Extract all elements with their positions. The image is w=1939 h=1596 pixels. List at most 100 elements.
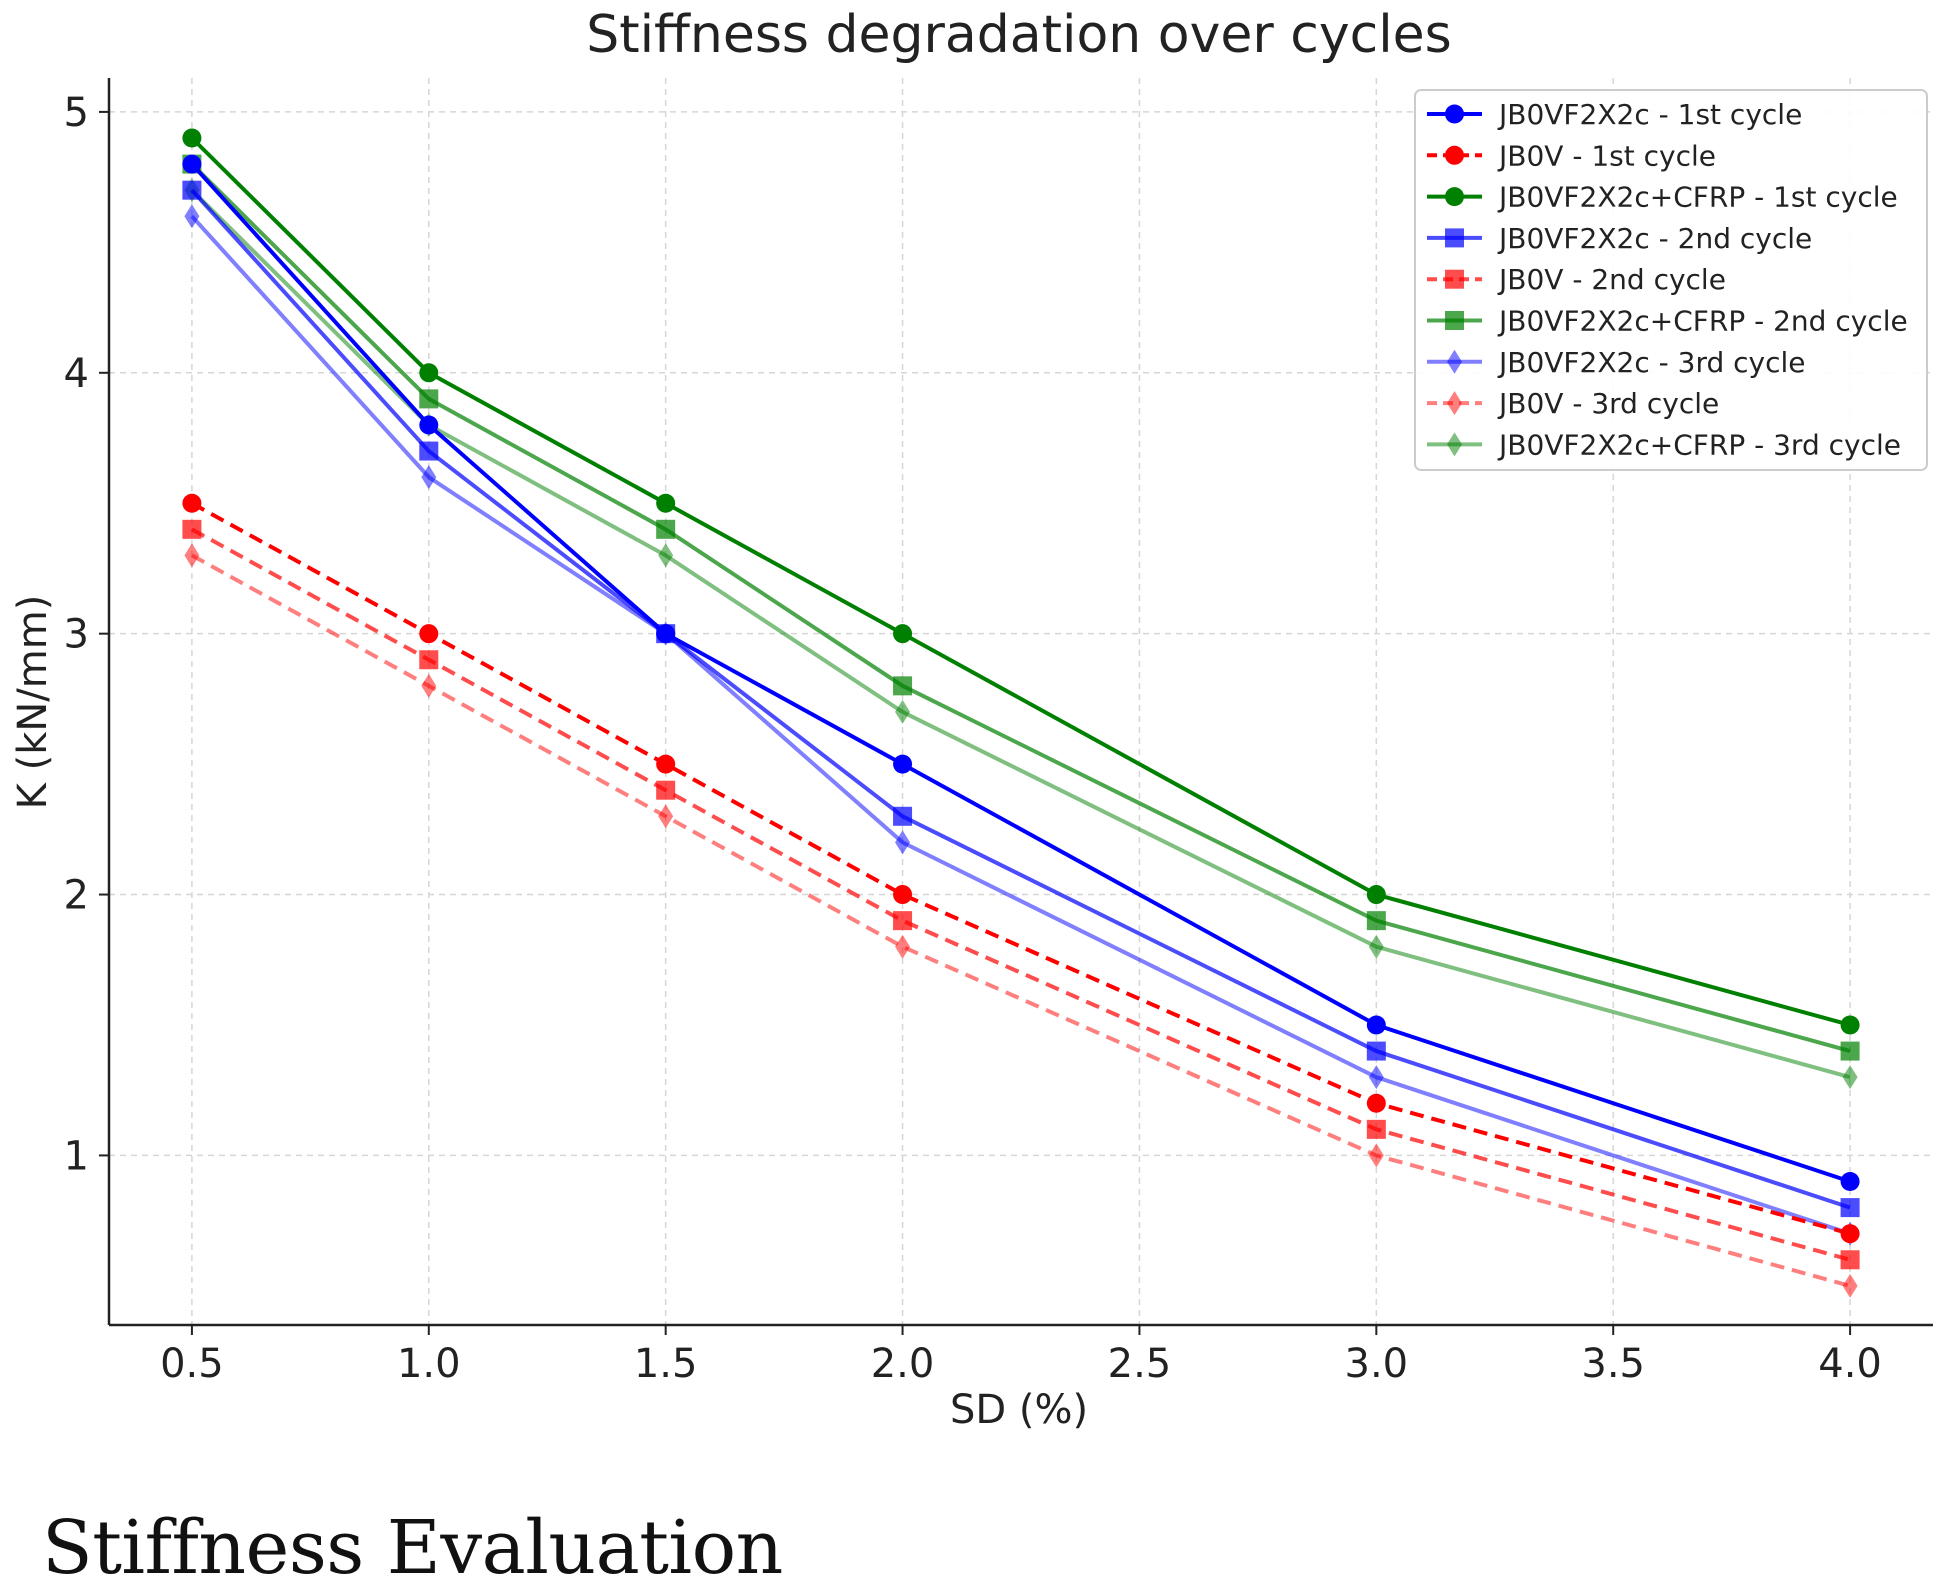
- data-point: [656, 754, 676, 774]
- data-point: [658, 804, 674, 829]
- data-point: [419, 441, 439, 461]
- data-point: [419, 389, 439, 409]
- data-point: [1840, 1041, 1860, 1061]
- y-tick-label: 3: [64, 612, 89, 658]
- data-point: [182, 128, 202, 148]
- series-line: [190, 501, 1851, 1236]
- series-line: [190, 162, 1851, 1054]
- data-point: [1366, 1093, 1386, 1113]
- x-axis-label: SD (%): [950, 1387, 1088, 1433]
- legend-label: JB0VF2X2c - 2nd cycle: [1497, 222, 1812, 255]
- legend-marker: [1447, 349, 1462, 374]
- data-point: [1840, 1172, 1860, 1192]
- series-8: [184, 178, 1858, 1090]
- x-tick-label: 2.0: [871, 1341, 935, 1387]
- series-line: [190, 188, 1851, 1210]
- ticks: 0.5 1.0 1.5 2.0 2.5 3.0 3.5 4.0 1 2 3 4 5: [64, 90, 1882, 1387]
- data-point: [1840, 1015, 1860, 1035]
- legend-label: JB0VF2X2c - 1st cycle: [1497, 98, 1802, 131]
- x-tick-label: 1.0: [397, 1341, 461, 1387]
- data-point: [656, 493, 676, 513]
- legend-item: JB0V - 2nd cycle: [1427, 263, 1726, 296]
- x-tick-label: 3.0: [1345, 1341, 1409, 1387]
- data-point: [893, 911, 913, 931]
- legend-item: JB0VF2X2c - 1st cycle: [1427, 98, 1802, 131]
- axes: [107, 78, 1933, 1327]
- data-point: [1366, 1015, 1386, 1035]
- legend-label: JB0VF2X2c+CFRP - 3rd cycle: [1497, 428, 1901, 461]
- data-point: [1368, 934, 1384, 959]
- data-point: [182, 180, 202, 200]
- data-point: [893, 754, 913, 774]
- data-point: [182, 519, 202, 539]
- legend-marker: [1445, 145, 1464, 165]
- legend-item: JB0VF2X2c+CFRP - 1st cycle: [1427, 181, 1898, 214]
- data-point: [895, 699, 911, 724]
- chart: 0.5 1.0 1.5 2.0 2.5 3.0 3.5 4.0 1 2 3 4 5 Stiffness …: [10, 5, 1933, 1433]
- data-point: [419, 624, 439, 644]
- data-point: [1840, 1198, 1860, 1218]
- data-point: [419, 363, 439, 383]
- data-point: [1842, 1065, 1858, 1090]
- legend-marker: [1445, 104, 1464, 124]
- y-tick-label: 2: [64, 873, 89, 919]
- x-tick-label: 1.5: [634, 1341, 698, 1387]
- data-point: [656, 624, 676, 644]
- data-point: [895, 830, 911, 855]
- data-point: [419, 650, 439, 670]
- legend-label: JB0VF2X2c+CFRP - 1st cycle: [1497, 181, 1898, 214]
- legend: JB0VF2X2c - 1st cycle JB0V - 1st cycle JB0…: [1414, 89, 1928, 471]
- legend-item: JB0VF2X2c+CFRP - 2nd cycle: [1427, 305, 1908, 338]
- data-point: [419, 415, 439, 435]
- data-point: [184, 204, 200, 229]
- legend-item: JB0VF2X2c+CFRP - 3rd cycle: [1427, 428, 1901, 461]
- legend-item: JB0VF2X2c - 3rd cycle: [1427, 346, 1806, 379]
- y-tick-label: 5: [64, 90, 89, 136]
- data-point: [421, 465, 437, 490]
- data-point: [182, 493, 202, 513]
- figure-caption: Stiffness Evaluation: [42, 1505, 783, 1591]
- data-point: [1842, 1273, 1858, 1298]
- data-point: [893, 676, 913, 696]
- series-7: [184, 543, 1858, 1298]
- legend-label: JB0V - 1st cycle: [1497, 139, 1716, 172]
- data-point: [656, 519, 676, 539]
- data-point: [656, 780, 676, 800]
- data-point: [1840, 1224, 1860, 1244]
- data-point: [1366, 885, 1386, 905]
- data-point: [421, 673, 437, 698]
- x-tick-label: 4.0: [1818, 1341, 1882, 1387]
- legend-marker: [1445, 311, 1464, 330]
- legend-marker: [1447, 391, 1462, 416]
- legend-marker: [1445, 269, 1464, 289]
- y-tick-label: 4: [64, 351, 89, 397]
- legend-marker: [1445, 187, 1464, 207]
- x-tick-label: 0.5: [160, 1341, 224, 1387]
- legend-label: JB0V - 2nd cycle: [1497, 263, 1726, 296]
- data-point: [1366, 1119, 1386, 1139]
- legend-label: JB0VF2X2c - 3rd cycle: [1497, 346, 1806, 379]
- series-line: [190, 136, 1851, 1027]
- series-4: [182, 519, 1860, 1270]
- data-point: [893, 624, 913, 644]
- series-1: [182, 493, 1860, 1244]
- series-line: [190, 553, 1851, 1288]
- series-line: [190, 527, 1851, 1262]
- data-point: [1366, 1041, 1386, 1061]
- y-tick-label: 1: [64, 1133, 89, 1179]
- series-layer: [182, 128, 1860, 1298]
- data-point: [184, 543, 200, 568]
- series-line: [190, 214, 1851, 1236]
- legend-marker: [1445, 228, 1464, 248]
- data-point: [1368, 1143, 1384, 1168]
- data-point: [895, 934, 911, 959]
- data-point: [182, 154, 202, 174]
- series-line: [190, 188, 1851, 1080]
- data-point: [1366, 911, 1386, 931]
- chart-title: Stiffness degradation over cycles: [586, 5, 1452, 65]
- legend-label: JB0V - 3rd cycle: [1497, 387, 1719, 420]
- x-tick-label: 2.5: [1108, 1341, 1172, 1387]
- legend-frame: [1414, 89, 1928, 471]
- data-point: [893, 885, 913, 905]
- y-axis-label: K (kN/mm): [10, 595, 56, 810]
